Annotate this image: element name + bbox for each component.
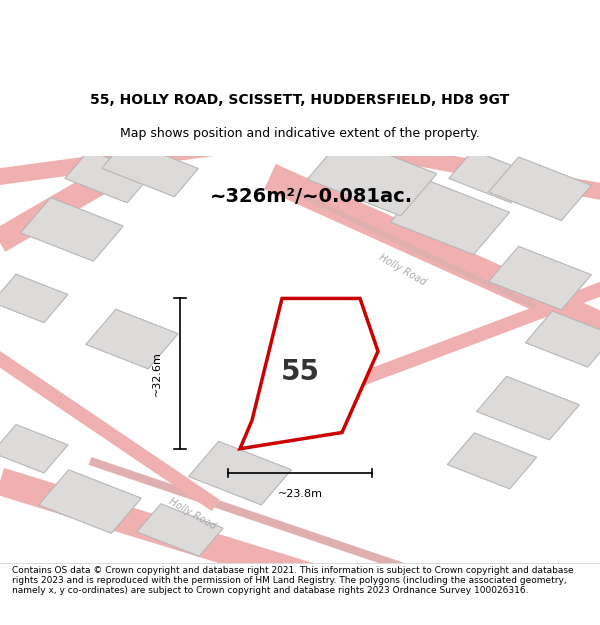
- Polygon shape: [0, 424, 68, 473]
- Polygon shape: [20, 198, 124, 261]
- Text: 55, HOLLY ROAD, SCISSETT, HUDDERSFIELD, HD8 9GT: 55, HOLLY ROAD, SCISSETT, HUDDERSFIELD, …: [91, 93, 509, 107]
- Polygon shape: [488, 157, 592, 221]
- Polygon shape: [391, 180, 509, 254]
- Polygon shape: [488, 246, 592, 310]
- Polygon shape: [449, 150, 535, 203]
- Polygon shape: [240, 298, 378, 449]
- Text: ~326m²/~0.081ac.: ~326m²/~0.081ac.: [210, 188, 413, 206]
- Polygon shape: [101, 140, 199, 197]
- Text: Contains OS data © Crown copyright and database right 2021. This information is : Contains OS data © Crown copyright and d…: [12, 566, 574, 596]
- Text: Holly Road: Holly Road: [167, 496, 217, 531]
- Text: ~23.8m: ~23.8m: [277, 489, 323, 499]
- Polygon shape: [38, 470, 142, 533]
- Text: Map shows position and indicative extent of the property.: Map shows position and indicative extent…: [120, 127, 480, 140]
- Polygon shape: [448, 433, 536, 489]
- Polygon shape: [0, 274, 68, 322]
- Polygon shape: [307, 137, 437, 216]
- Text: Holly Road: Holly Road: [377, 253, 427, 288]
- Text: ~32.6m: ~32.6m: [152, 351, 162, 396]
- Polygon shape: [137, 504, 223, 556]
- Polygon shape: [86, 309, 178, 369]
- Polygon shape: [526, 311, 600, 367]
- Polygon shape: [476, 376, 580, 440]
- Polygon shape: [188, 441, 292, 505]
- Text: 55: 55: [281, 357, 320, 386]
- Polygon shape: [65, 150, 151, 203]
